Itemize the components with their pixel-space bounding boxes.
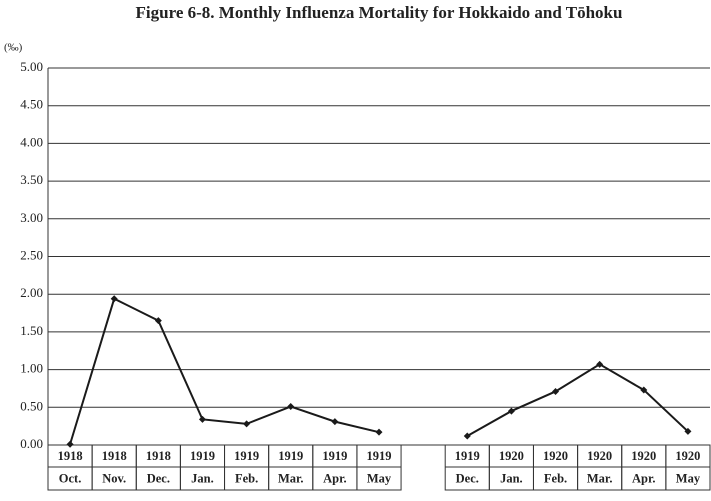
data-point <box>154 317 162 325</box>
x-tick-label: Jan. <box>191 471 214 485</box>
chart-title: Figure 6-8. Monthly Influenza Mortality … <box>136 3 623 22</box>
x-tick-label: Mar. <box>278 471 304 485</box>
x-tick-label: Oct. <box>59 471 82 485</box>
x-tick-year: 1919 <box>234 449 259 463</box>
x-tick-label: May <box>676 471 701 485</box>
y-tick-label: 1.00 <box>20 361 43 376</box>
data-point <box>507 407 515 415</box>
y-tick-label: 3.50 <box>20 172 43 187</box>
x-tick-label: Feb. <box>544 471 567 485</box>
x-tick-label: Apr. <box>632 471 656 485</box>
x-tick-label: Jan. <box>500 471 523 485</box>
x-tick-label: Dec. <box>147 471 170 485</box>
y-tick-label: 2.50 <box>20 247 43 262</box>
x-tick-year: 1919 <box>367 449 392 463</box>
x-tick-year: 1919 <box>190 449 215 463</box>
y-tick-label: 5.00 <box>20 59 43 74</box>
x-tick-year: 1919 <box>322 449 347 463</box>
y-tick-label: 2.00 <box>20 285 43 300</box>
data-point <box>287 403 295 411</box>
data-point <box>684 427 692 435</box>
x-tick-label: Feb. <box>235 471 258 485</box>
data-point <box>243 420 251 428</box>
data-point <box>198 415 206 423</box>
y-tick-label: 0.50 <box>20 398 43 413</box>
x-tick-year: 1919 <box>278 449 303 463</box>
y-tick-label: 1.50 <box>20 323 43 338</box>
x-tick-label: May <box>367 471 392 485</box>
y-tick-label: 4.50 <box>20 97 43 112</box>
data-point <box>110 295 118 303</box>
x-tick-year: 1918 <box>58 449 83 463</box>
x-tick-year: 1920 <box>543 449 568 463</box>
x-tick-label: Apr. <box>323 471 347 485</box>
x-tick-label: Dec. <box>456 471 479 485</box>
data-point <box>375 428 383 436</box>
x-tick-year: 1918 <box>146 449 171 463</box>
data-point <box>640 386 648 394</box>
data-line <box>69 297 689 445</box>
data-point <box>66 440 74 448</box>
x-tick-year: 1918 <box>102 449 127 463</box>
data-point <box>331 418 339 426</box>
y-tick-label: 4.00 <box>20 134 43 149</box>
x-tick-year: 1919 <box>455 449 480 463</box>
x-tick-year: 1920 <box>587 449 612 463</box>
y-unit: (‰) <box>4 42 23 54</box>
x-tick-year: 1920 <box>631 449 656 463</box>
y-tick-label: 3.00 <box>20 210 43 225</box>
data-point <box>463 432 471 440</box>
x-tick-label: Nov. <box>102 471 126 485</box>
y-tick-label: 0.00 <box>20 436 43 451</box>
x-tick-year: 1920 <box>499 449 524 463</box>
x-tick-year: 1920 <box>675 449 700 463</box>
data-point <box>552 387 560 395</box>
data-point <box>596 360 604 368</box>
x-tick-label: Mar. <box>587 471 613 485</box>
